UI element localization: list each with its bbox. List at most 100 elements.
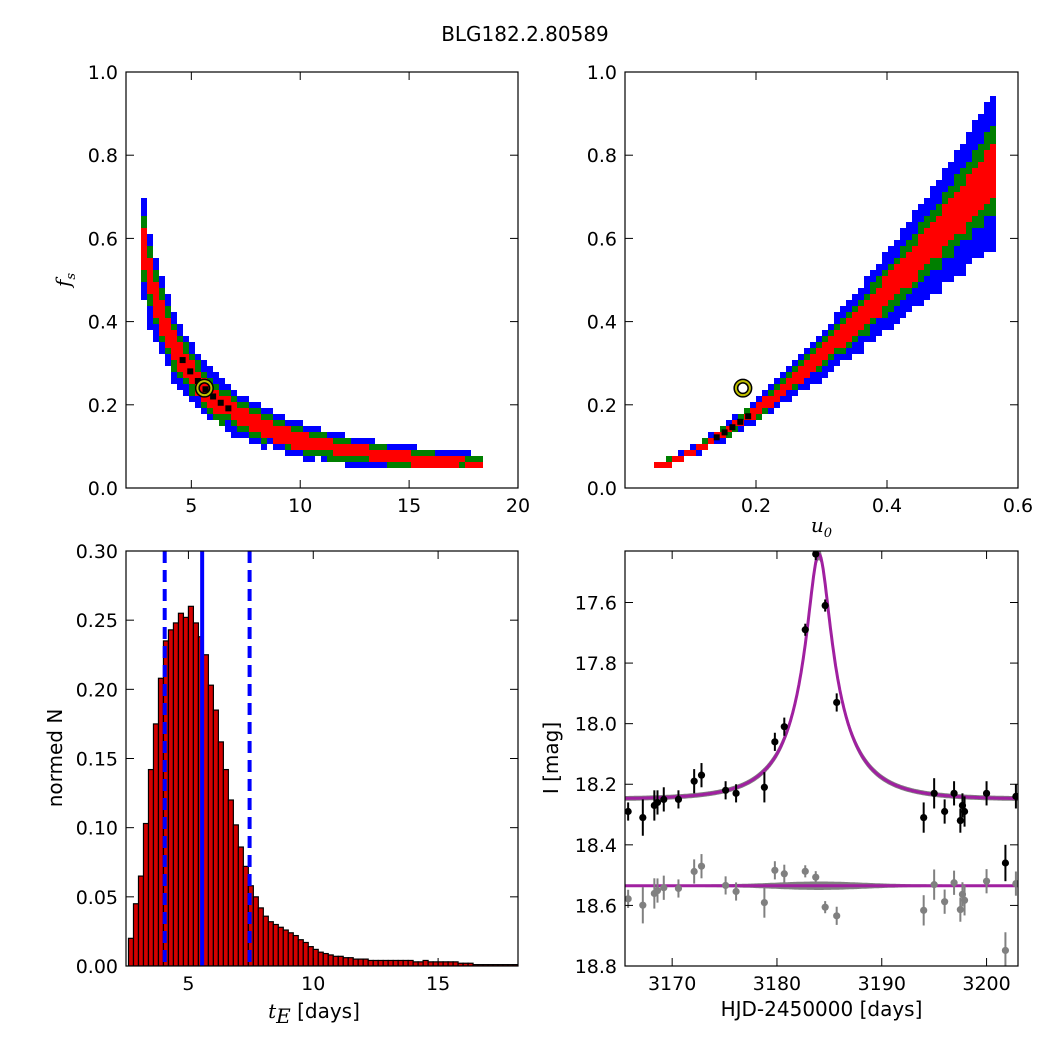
y-tick-label: 18.6 (575, 895, 617, 917)
red-contour-cell (429, 456, 435, 468)
histogram-bar (212, 709, 219, 966)
histogram-bar (292, 934, 299, 966)
red-contour-cell (357, 444, 363, 456)
red-contour-cell (417, 456, 423, 468)
red-contour-cell (786, 378, 792, 390)
histogram-bar (297, 939, 304, 966)
red-contour-cell (183, 354, 189, 378)
red-contour-cell (387, 450, 393, 462)
red-contour-cell (888, 270, 894, 300)
model-uncertainty-band (625, 551, 1018, 801)
red-contour-cell (273, 426, 279, 444)
residual-point (960, 896, 969, 904)
histogram-bar (312, 948, 319, 966)
data-point (812, 551, 820, 558)
red-contour-cell (363, 444, 369, 456)
y-tick-label: 0.4 (88, 312, 118, 334)
red-contour-cell (966, 174, 972, 222)
histogram-bar (137, 875, 145, 966)
red-contour-cell (678, 456, 684, 462)
data-point (956, 816, 964, 825)
x-tick-label: 5 (182, 973, 194, 995)
y-tick-label: 0.6 (88, 228, 118, 250)
red-contour-cell (900, 258, 906, 288)
histogram-bars (127, 551, 518, 966)
data-point (1001, 859, 1010, 867)
red-contour-cell (237, 408, 243, 426)
histogram-bar (192, 622, 200, 966)
red-contour-cell (672, 456, 678, 462)
black-contour-cell (187, 368, 194, 375)
red-contour-cell (762, 396, 768, 408)
residual-point (956, 906, 964, 914)
data-point (780, 723, 788, 731)
data-point (930, 789, 938, 797)
red-contour-cell (321, 438, 327, 450)
histogram-bar (262, 915, 269, 966)
black-contour-cell (202, 386, 209, 393)
data-point (941, 807, 949, 816)
y-tick-label: 17.6 (575, 592, 617, 614)
red-contour-cell (285, 426, 291, 444)
x-axis-label: u0 (811, 513, 832, 541)
histogram-bar (167, 629, 175, 966)
histogram-bar (397, 959, 404, 966)
red-contour-cell (696, 444, 702, 450)
histogram-bar (422, 959, 429, 966)
red-contour-cell (816, 348, 822, 366)
model-curve (625, 551, 1018, 800)
red-contour-cell (177, 342, 183, 372)
panel-fs-u0-axes: 0.2 0.4 0.6 0.0 0.2 0.4 0.6 0.8 1.0 (587, 62, 1033, 517)
best-fit-marker-ring (196, 380, 213, 397)
y-tick-label: 0.00 (76, 956, 118, 978)
histogram-bar (147, 768, 155, 966)
red-contour-cell (864, 300, 870, 324)
red-contour-cell (906, 252, 912, 288)
red-contour-cell (894, 264, 900, 294)
green-contour-cell (666, 456, 672, 462)
red-contour-cell (411, 456, 417, 468)
red-contour-cell (345, 444, 351, 456)
light-curve-plot (625, 551, 1018, 966)
red-contour-cell (918, 234, 924, 270)
black-contour-cell (729, 424, 736, 431)
red-contour-cell (333, 444, 339, 456)
histogram-bar (172, 622, 180, 966)
x-tick-label: 10 (288, 495, 312, 517)
y-tick-label: 0.0 (88, 478, 118, 500)
residual-point (950, 879, 958, 887)
residual-point (801, 867, 809, 875)
histogram-bar (372, 959, 379, 966)
red-contour-cell (810, 354, 816, 372)
histogram-bar (232, 824, 239, 966)
y-axis-label-sub: s (64, 273, 79, 280)
histogram-bar (132, 903, 140, 966)
red-contour-cell (279, 426, 285, 444)
y-tick-label: 0.4 (587, 312, 617, 334)
histogram-bar (282, 929, 289, 966)
red-contour-cell (954, 192, 960, 234)
residual-point (1001, 946, 1010, 955)
red-contour-cell (804, 360, 810, 378)
red-contour-cell (399, 450, 405, 462)
red-contour-cell (207, 384, 213, 408)
green-contour-cell (702, 438, 708, 444)
histogram-bar (392, 959, 399, 966)
histogram-bar (182, 616, 190, 966)
histogram-bar (337, 955, 344, 966)
y-axis-label: normed N (43, 709, 67, 808)
histogram-bar (387, 959, 394, 966)
residual-point (722, 881, 730, 890)
data-point (821, 601, 829, 610)
histogram-bar (237, 846, 244, 966)
residual-point (812, 873, 820, 881)
data-point (697, 771, 706, 779)
red-contour-cell (768, 396, 774, 408)
red-contour-cell (822, 342, 828, 360)
red-contour-cell (948, 198, 954, 240)
red-contour-cell (465, 462, 471, 468)
x-tick-label: 0.2 (741, 495, 771, 517)
red-contour-cell (978, 162, 984, 210)
residual-point (732, 887, 740, 896)
